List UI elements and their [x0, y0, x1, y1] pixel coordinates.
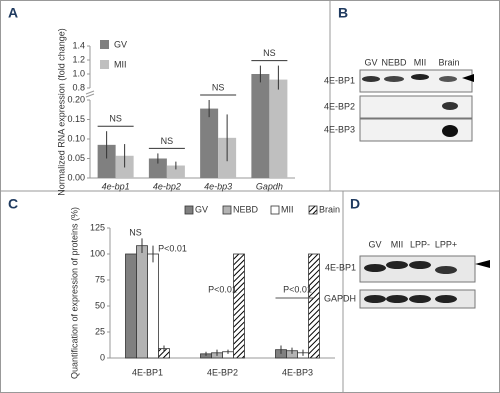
annotation: NS	[212, 82, 225, 92]
x-tick-label: Gapdh	[256, 181, 283, 191]
y-tick-label: 0.8	[72, 82, 85, 92]
blot-d	[359, 255, 490, 309]
bar	[125, 253, 137, 359]
lane-label: LPP-	[410, 239, 430, 249]
bar	[269, 79, 288, 178]
x-tick-label: 4E-BP2	[207, 367, 238, 377]
annotation: P<0.01	[158, 243, 187, 253]
y-tick-label: 1.0	[72, 68, 85, 78]
legend-swatch	[100, 40, 109, 49]
axis-break	[85, 90, 95, 98]
x-tick-label: 4e-bp3	[204, 181, 232, 191]
x-tick-label: 4E-BP1	[132, 367, 163, 377]
legend-swatch	[184, 205, 194, 215]
annotation: NS	[161, 136, 174, 146]
lane-label: GV	[364, 57, 377, 67]
y-tick-label: 0	[100, 352, 105, 362]
y-tick-label: 0.15	[67, 114, 85, 124]
legend-swatch	[270, 205, 280, 215]
annotation: NS	[129, 227, 142, 237]
row-label: 4E-BP1	[325, 262, 356, 272]
panel-letter: A	[8, 5, 18, 21]
y-tick-label: 75	[95, 274, 105, 284]
bar	[148, 158, 167, 178]
lane-label: GV	[368, 239, 381, 249]
bar	[166, 165, 185, 178]
y-tick-label: 0.00	[67, 172, 85, 182]
legend-swatch	[100, 60, 109, 69]
lane-label: Brain	[438, 57, 459, 67]
y-tick-label: 0.20	[67, 94, 85, 104]
y-tick-label: 0.10	[67, 133, 85, 143]
annotation: NS	[263, 48, 276, 58]
lane-label: MII	[391, 239, 404, 249]
annotation: NS	[109, 114, 122, 124]
lane-label: MII	[414, 57, 427, 67]
bar	[136, 245, 148, 359]
y-tick-label: 1.2	[72, 54, 85, 64]
x-tick-label: 4e-bp2	[153, 181, 181, 191]
row-label: 4E-BP3	[324, 124, 355, 134]
y-tick-label: 100	[90, 248, 105, 258]
y-tick-label: 0.05	[67, 153, 85, 163]
legend-label: GV	[114, 39, 127, 49]
panel-letter: D	[350, 196, 360, 212]
lane-label: NEBD	[381, 57, 407, 67]
legend-swatch	[308, 205, 318, 215]
y-axis-label: Quantification of expression of proteins…	[69, 207, 79, 379]
bar	[97, 144, 116, 178]
x-tick-label: 4E-BP3	[282, 367, 313, 377]
bar	[233, 253, 245, 359]
y-tick-label: 50	[95, 300, 105, 310]
x-tick-label: 4e-bp1	[102, 181, 130, 191]
legend-label: NEBD	[233, 204, 259, 214]
legend-label: Brain	[319, 204, 340, 214]
y-axis-label: Normalized RNA expression (fold change)	[56, 28, 66, 196]
bar	[147, 253, 159, 359]
legend-label: MII	[114, 59, 127, 69]
y-tick-label: 125	[90, 222, 105, 232]
row-label: GAPDH	[324, 293, 356, 303]
panel-letter: B	[338, 5, 348, 21]
row-label: 4E-BP1	[324, 75, 355, 85]
bar	[308, 253, 320, 359]
panel-letter: C	[8, 196, 18, 212]
annotation: P<0.01	[283, 284, 312, 294]
lane-label: LPP+	[435, 239, 457, 249]
legend-swatch	[222, 205, 232, 215]
bar	[251, 74, 270, 178]
y-tick-label: 1.4	[72, 40, 85, 50]
blot-b	[359, 69, 474, 142]
y-tick-label: 25	[95, 326, 105, 336]
legend-label: MII	[281, 204, 294, 214]
annotation: P<0.01	[208, 284, 237, 294]
bar	[200, 108, 219, 178]
legend-label: GV	[195, 204, 208, 214]
row-label: 4E-BP2	[324, 101, 355, 111]
